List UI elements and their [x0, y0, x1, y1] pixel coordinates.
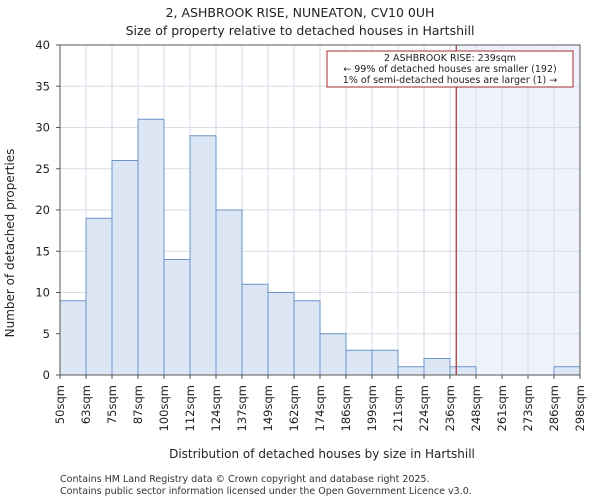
bar-211sqm: [397, 366, 425, 376]
annotation-line-3: 1% of semi-detached houses are larger (1…: [343, 75, 557, 86]
x-tick-label: 286sqm: [547, 385, 561, 431]
x-axis-label: Distribution of detached houses by size …: [169, 447, 475, 461]
bar-174sqm: [319, 333, 347, 376]
bar-87sqm: [137, 118, 165, 376]
bar-63sqm: [85, 217, 113, 376]
bar-112sqm: [189, 135, 217, 376]
x-axis-ticks: 50sqm 63sqm 75sqm 87sqm 100sqm 112sqm 124sqm 13…: [53, 375, 587, 431]
x-tick-label: 224sqm: [417, 385, 431, 431]
x-tick-label: 100sqm: [157, 385, 171, 431]
bar-100sqm: [163, 259, 191, 376]
bar-236sqm: [449, 366, 477, 376]
x-tick-label: 211sqm: [391, 385, 405, 431]
y-axis-ticks: 0 5 10 15 20 25 30 35 40: [35, 38, 60, 382]
y-tick-label: 30: [35, 121, 50, 135]
y-tick-label: 40: [35, 38, 50, 52]
x-tick-label: 236sqm: [443, 385, 457, 431]
bar-286sqm: [553, 366, 581, 376]
bar-124sqm: [215, 209, 243, 376]
annotation-box: [326, 50, 574, 88]
y-tick-label: 0: [43, 368, 50, 382]
x-tick-label: 162sqm: [287, 385, 301, 431]
bar-224sqm: [423, 358, 451, 376]
annotation-line-2: ← 99% of detached houses are smaller (19…: [343, 64, 556, 75]
x-tick-label: 124sqm: [209, 385, 223, 431]
bar-162sqm: [293, 300, 321, 376]
y-tick-label: 35: [35, 79, 50, 93]
x-tick-label: 137sqm: [235, 385, 249, 431]
x-tick-label: 261sqm: [495, 385, 509, 431]
x-tick-label: 75sqm: [105, 385, 119, 424]
y-tick-label: 10: [35, 286, 50, 300]
y-axis-label: Number of detached properties: [3, 149, 17, 338]
chart-title: 2, ASHBROOK RISE, NUNEATON, CV10 0UH: [166, 5, 435, 20]
x-tick-label: 63sqm: [79, 385, 93, 424]
y-tick-label: 20: [35, 203, 50, 217]
footer-line-2: Contains public sector information licen…: [60, 486, 472, 497]
x-tick-label: 248sqm: [469, 385, 483, 431]
bar-75sqm: [111, 160, 139, 376]
x-tick-label: 186sqm: [339, 385, 353, 431]
x-tick-label: 199sqm: [365, 385, 379, 431]
x-tick-label: 50sqm: [53, 385, 67, 424]
y-tick-label: 15: [35, 244, 50, 258]
y-tick-label: 25: [35, 162, 50, 176]
bar-50sqm: [59, 300, 87, 376]
x-tick-label: 273sqm: [521, 385, 535, 431]
bar-199sqm: [371, 349, 399, 376]
chart-subtitle: Size of property relative to detached ho…: [126, 23, 475, 38]
bar-186sqm: [345, 349, 373, 376]
x-tick-label: 87sqm: [131, 385, 145, 424]
bar-137sqm: [241, 283, 269, 376]
y-tick-label: 5: [43, 327, 50, 341]
bars: [59, 118, 581, 376]
bar-149sqm: [267, 292, 295, 376]
annotation-line-1: 2 ASHBROOK RISE: 239sqm: [384, 53, 516, 64]
x-tick-label: 149sqm: [261, 385, 275, 431]
x-tick-label: 174sqm: [313, 385, 327, 431]
x-tick-label: 298sqm: [573, 385, 587, 431]
property-annotation: 2 ASHBROOK RISE: 239sqm ← 99% of detache…: [326, 50, 574, 88]
footer-line-1: Contains HM Land Registry data © Crown c…: [60, 474, 430, 485]
x-tick-label: 112sqm: [183, 385, 197, 431]
